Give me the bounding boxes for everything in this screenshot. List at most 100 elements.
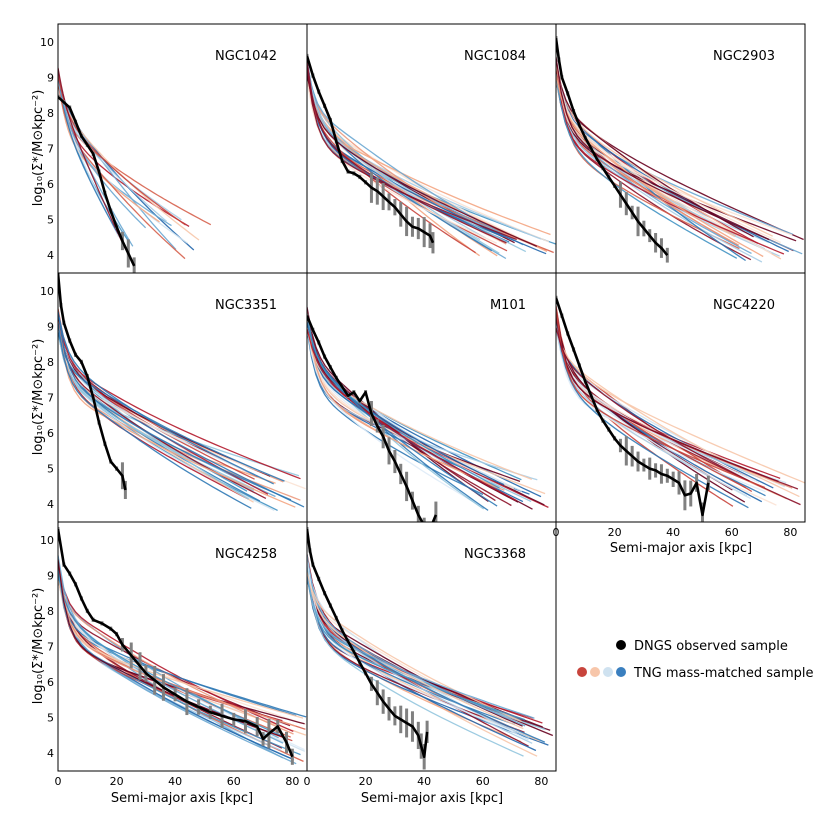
tng-profile-line [556,66,785,255]
tng-profile-line [307,328,517,502]
tng-profile-line [58,568,301,756]
tng-profile-line [556,70,793,236]
observed-profile-line [307,315,438,522]
x-tick-label: 60 [227,775,241,788]
tng-profile-line [307,572,524,730]
tng-profile-line [58,319,275,511]
legend: DNGS observed sample TNG mass-matched sa… [577,639,814,681]
y-axis-label-row2: log₁₀(Σ*/M⊙kpc⁻²) [31,339,46,456]
tng-profile-line [307,561,529,741]
tng-profile-line [58,78,172,227]
y-axis-label-row1: log₁₀(Σ*/M⊙kpc⁻²) [31,90,46,207]
tng-profile-line [307,560,515,726]
y-tick-label: 8 [47,107,54,120]
panel-title: NGC1042 [215,49,277,64]
tng-profile-line [58,321,296,508]
panel-title: NGC4258 [215,547,277,562]
y-tick-label: 4 [47,747,54,760]
panel-frame [306,521,557,772]
x-tick-label: 20 [608,526,622,539]
y-tick-label: 8 [47,356,54,369]
tng-profile-line [307,329,484,496]
y-tick-label: 5 [47,712,54,725]
y-tick-label: 6 [47,676,54,689]
x-tick-label: 20 [359,775,373,788]
panel-title: NGC1084 [464,49,526,64]
panel-title: NGC4220 [713,298,775,313]
y-tick-label: 5 [47,463,54,476]
tng-profile-line [58,332,278,511]
y-axis-label-row3: log₁₀(Σ*/M⊙kpc⁻²) [31,588,46,705]
y-tick-label: 10 [40,36,54,49]
tng-profile-line [307,572,522,723]
observed-profile-line [58,95,136,267]
y-tick-label: 6 [47,427,54,440]
y-tick-label: 10 [40,285,54,298]
tng-profile-line [556,73,752,261]
tng-profile-line [58,82,188,244]
tng-profile-line [58,575,291,727]
tng-profile-line [307,65,524,246]
panel-title: M101 [490,298,526,313]
legend-tng-swatches [577,667,626,677]
y-tick-label: 9 [47,569,54,582]
tng-profile-line [58,68,190,227]
x-tick-label: 60 [476,775,490,788]
y-tick-label: 6 [47,178,54,191]
tng-profile-line [58,331,285,482]
x-tick-label: 80 [783,526,797,539]
x-tick-label: 20 [110,775,124,788]
tng-profile-line [556,327,750,482]
tng-profile-line [307,320,532,503]
panel-ngc4258: NGC4258 4 5 6 7 8 9 10 0 20 40 60 80 [40,521,308,788]
tng-profile-line [58,312,250,500]
y-tick-label: 7 [47,641,54,654]
tng-profile-line [307,559,526,727]
plot-area [307,526,554,770]
tng-profile-line [307,311,546,495]
x-tick-label: 40 [417,775,431,788]
panel-ngc3351: NGC3351 4 5 6 7 8 9 10 [40,272,308,523]
panel-ngc3368: NGC3368 0 20 40 60 80 [304,521,557,788]
tng-profile-line [58,79,168,222]
tng-profile-line [307,560,514,733]
tng-profile-line [307,76,476,254]
tng-profile-line [58,578,297,717]
tng-profile-line [556,308,766,489]
x-tick-label: 80 [285,775,299,788]
tng-profile-line [307,321,533,510]
y-tick-label: 4 [47,249,54,262]
tng-profile-line [307,576,535,719]
observed-profile-line [58,273,127,491]
tng-profile-line [58,318,267,499]
observed-profile-line [58,528,294,758]
tng-profile-line [556,317,749,509]
tng-profile-line [556,68,766,250]
y-tick-label: 7 [47,392,54,405]
tng-profile-line [556,79,782,260]
panel-frame [555,272,806,523]
tng-profile-line [307,313,500,489]
x-tick-label: 0 [55,775,62,788]
tng-profile-line [307,577,526,721]
tng-profile-line [58,67,127,250]
panel-title: NGC3351 [215,298,277,313]
tng-profile-line [307,313,538,481]
legend-tng-swatch [616,667,626,677]
panels-layer: NGC1042 4 5 6 7 8 9 10 NGC1084 NGC2903 NGC3351 4 5 6 7… [40,23,806,788]
tng-profile-line [307,70,551,236]
tng-profile-line [307,67,547,255]
legend-tng-swatch [577,667,587,677]
tng-profile-line [556,323,756,481]
tng-profile-line [307,566,524,757]
x-axis-label-col2: Semi-major axis [kpc] [361,791,503,806]
tng-profile-line [307,563,519,725]
tng-profile-line [58,564,294,732]
tng-profile-line [58,77,160,223]
x-tick-label: 80 [534,775,548,788]
tng-profile-line [58,326,248,492]
plot-area [58,67,212,273]
tng-profile-line [58,76,195,251]
plot-area [58,526,307,765]
y-tick-label: 7 [47,143,54,156]
